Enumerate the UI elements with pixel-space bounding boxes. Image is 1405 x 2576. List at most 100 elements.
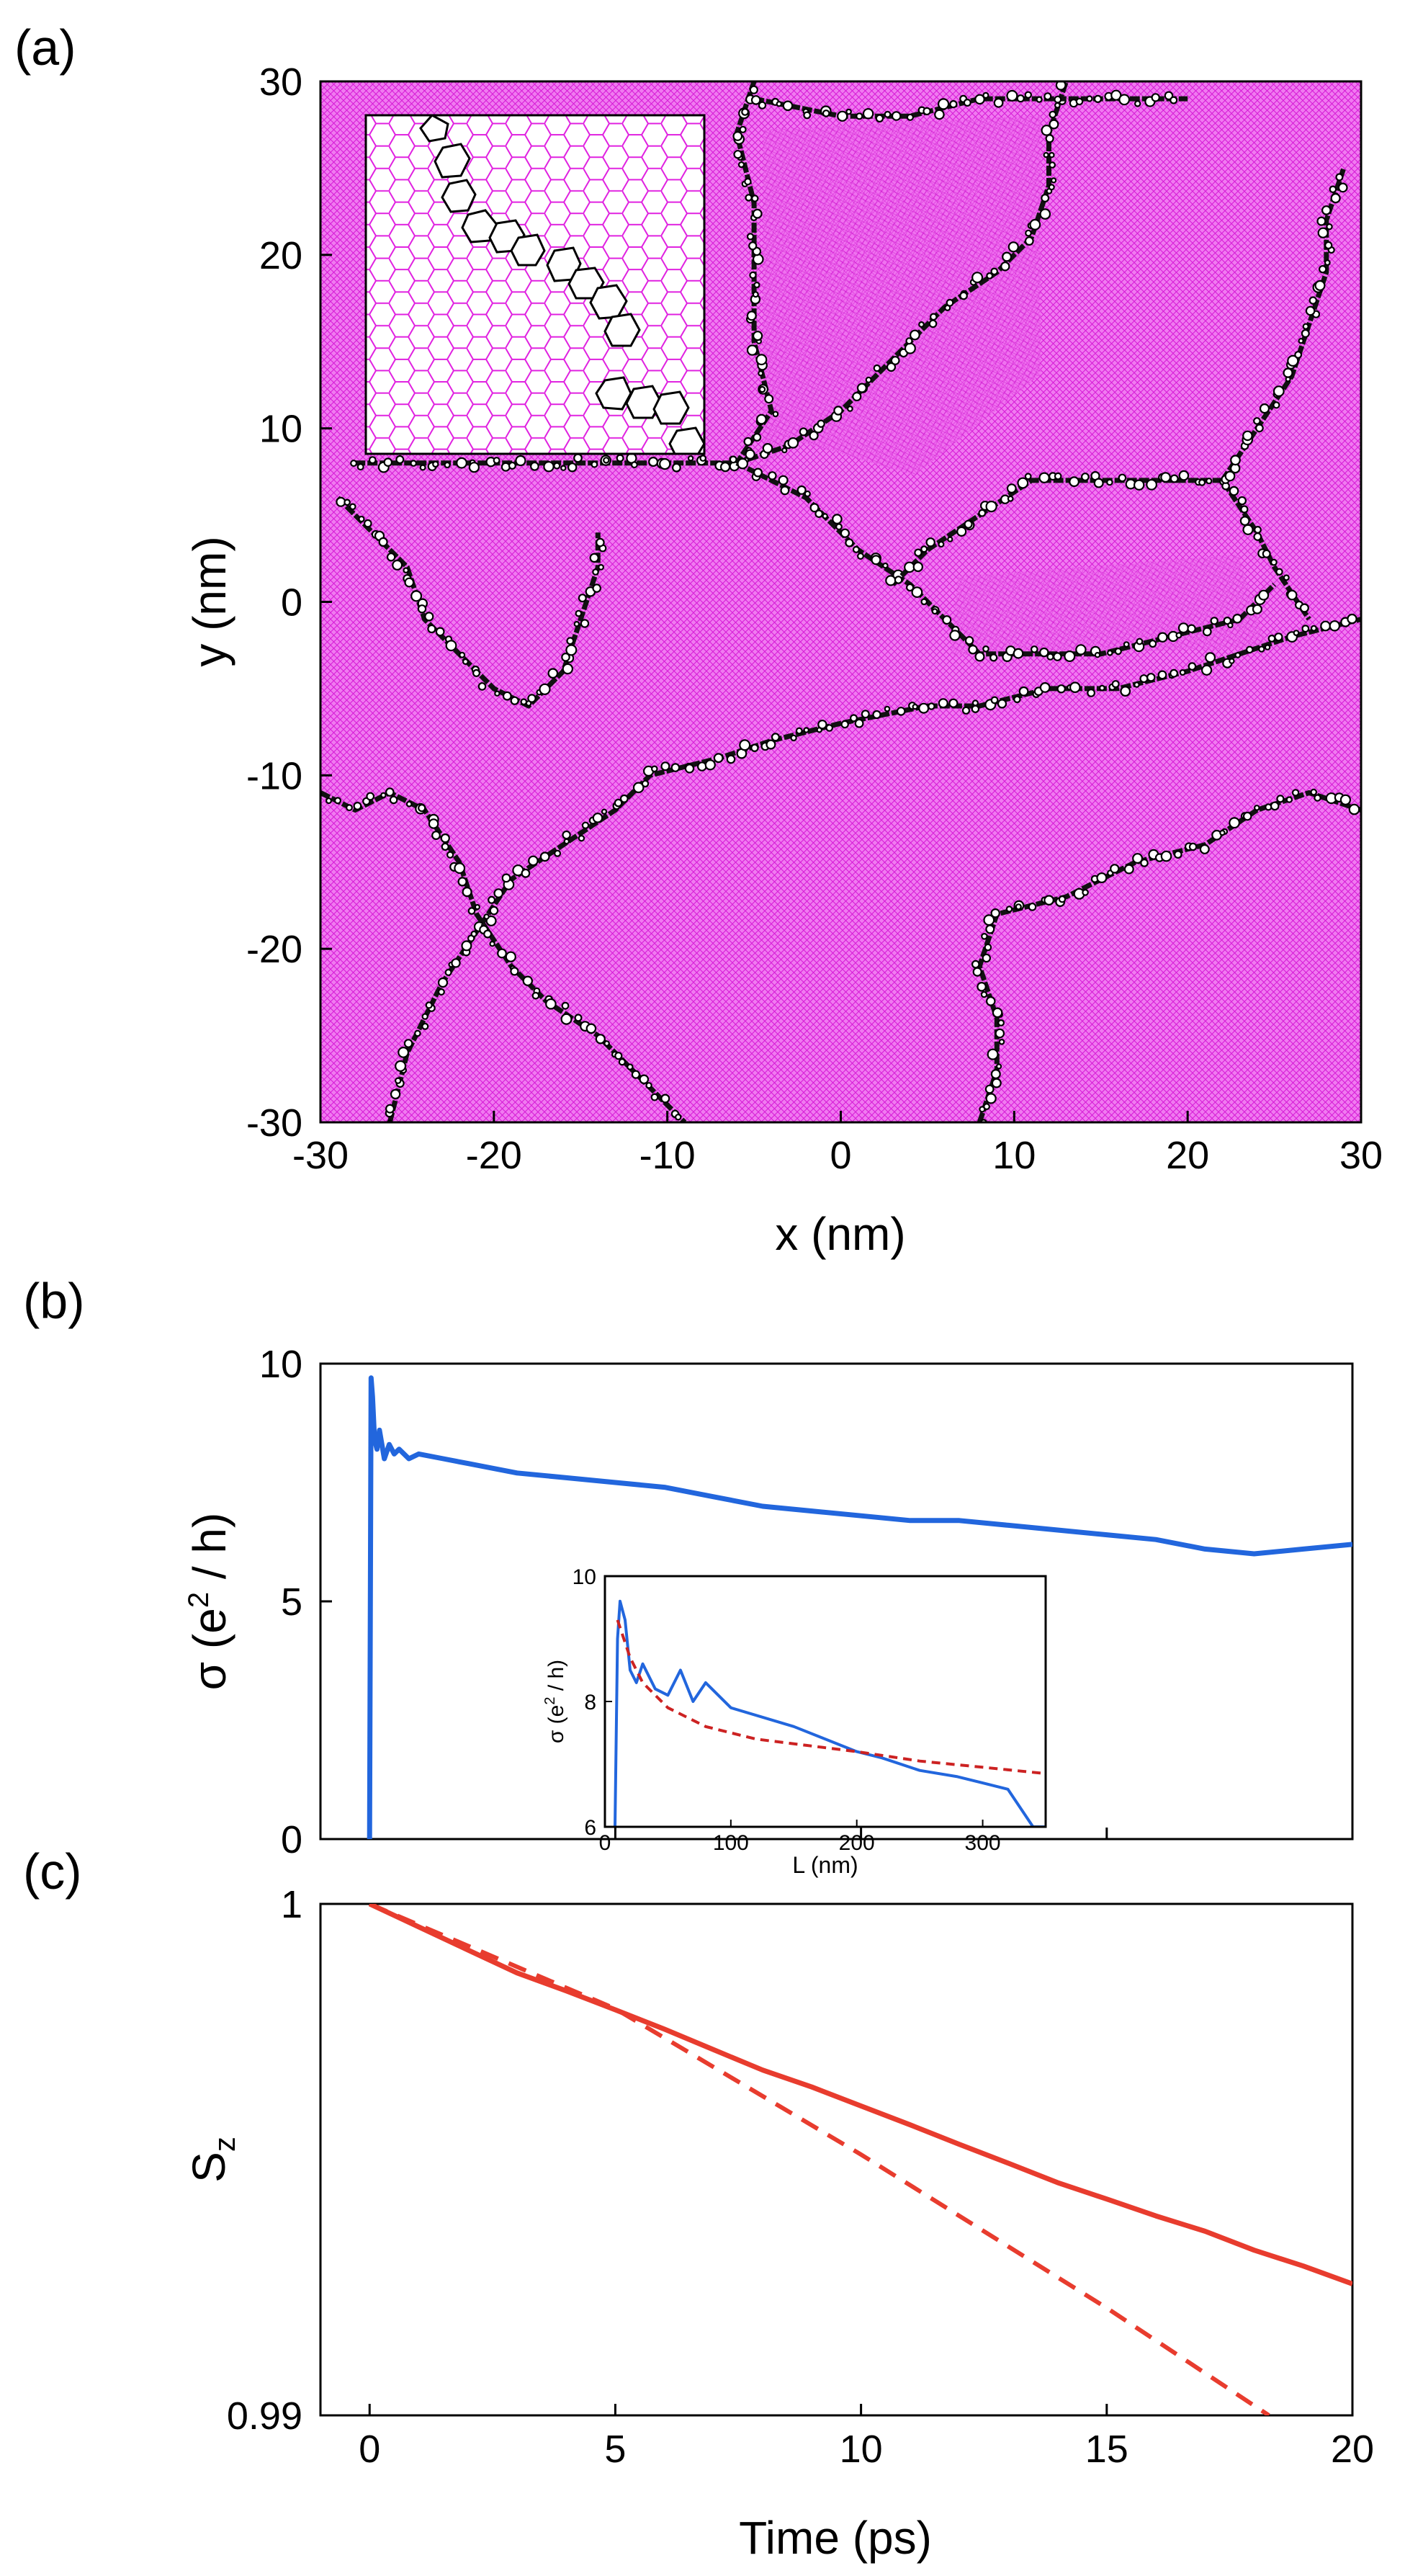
inset-x-tick-label: 100 [713,1831,749,1855]
defect-atom-cluster [696,761,707,772]
inset-y-label-sup: 2 [542,1697,558,1705]
defect-atom-cluster [1240,505,1249,514]
defect-atom-cluster [641,779,650,788]
defect-atom-cluster [732,131,743,141]
defect-atom-cluster [508,461,516,470]
defect-atom-cluster [356,463,364,471]
defect-atom-cluster [1016,94,1025,103]
sz-x-tick-label: 10 [840,2428,883,2471]
defect-atom-cluster [1049,151,1055,158]
defect-atom-cluster [1149,640,1157,648]
defect-atom-cluster [992,1007,1003,1019]
defect-atom-cluster [1230,455,1241,466]
defect-atom-cluster [1082,889,1089,896]
defect-atom-cluster [729,455,737,464]
defect-atom-cluster [737,457,748,470]
defect-atom-cluster [796,485,807,495]
defect-atom-cluster [937,98,950,110]
defect-atom-cluster [1276,795,1285,803]
defect-atom-cluster [521,868,531,878]
defect-atom-cluster [437,977,449,988]
defect-atom-cluster [595,1034,606,1045]
defect-atom-cluster [1348,803,1360,815]
defect-atom-cluster [1039,208,1051,220]
defect-atom-cluster [856,112,863,120]
defect-atom-cluster [871,555,881,565]
defect-atom-cluster [1013,695,1021,704]
defect-atom-cluster [1029,218,1041,231]
grain-boundary-gb-1 [387,617,1361,1122]
defect-atom-cluster [990,267,998,276]
defect-atom-cluster [835,523,843,531]
defect-atom-cluster [934,109,945,120]
defect-atom-cluster [405,800,413,808]
defect-atom-cluster [1048,184,1055,191]
defect-atom-cluster [670,763,681,772]
defect-atom-cluster [776,101,783,107]
defect-atom-cluster [1254,805,1260,811]
defect-atom-cluster [1170,96,1178,104]
defect-atom-cluster [873,364,881,372]
defect-ring [625,385,663,419]
defect-atom-cluster [440,833,450,844]
defect-atom-cluster [1270,558,1278,566]
defect-atom-cluster [1321,205,1332,215]
defect-atom-cluster [424,612,434,622]
sz-fit-line [369,1904,1270,2415]
defect-atom-cluster [980,990,988,998]
defect-atom-cluster [750,743,759,753]
defect-atom-cluster [1326,223,1333,231]
defect-atom-cluster [1054,472,1062,480]
defect-atom-cluster [840,720,849,729]
defect-atom-cluster [472,668,480,677]
defect-atom-cluster [882,562,889,569]
defect-atom-cluster [1324,241,1333,250]
defect-atom-cluster [1229,658,1235,664]
defect-atom-cluster [1098,684,1105,692]
defect-atom-cluster [1237,496,1247,506]
defect-atom-cluster [984,943,992,952]
defect-atom-cluster [603,1040,610,1047]
sigma-y-tick-label: 0 [281,1818,302,1861]
defect-atom-cluster [687,455,694,462]
inset-y-label-main: σ (e [544,1705,568,1744]
defect-atom-cluster [928,702,935,710]
defect-atom-cluster [948,698,959,708]
defect-atom-cluster [961,706,971,715]
defect-atom-cluster [918,702,930,714]
grain-boundary-gb-10 [336,496,601,709]
defect-atom-cluster [1146,673,1156,682]
defect-atom-cluster [814,509,823,518]
defect-atom-cluster [726,754,736,764]
defect-atom-cluster [896,707,906,716]
defect-atom-cluster [795,727,803,735]
inset-x-tick-label: 200 [839,1831,875,1855]
defect-atom-cluster [619,794,629,803]
defect-atom-cluster [845,108,852,115]
defect-atom-cluster [1283,367,1293,378]
defect-atom-cluster [1309,296,1318,305]
defect-atom-cluster [928,319,938,328]
map-x-tick-label: 20 [1166,1134,1209,1177]
sigma-y-label-tail: / h) [184,1513,235,1592]
defect-atom-cluster [733,150,742,159]
defect-atom-cluster [467,907,476,915]
defect-atom-cluster [905,337,913,345]
defect-atom-cluster [971,272,984,284]
inset-x-tick-label: 0 [599,1831,611,1855]
defect-atom-cluster [964,636,974,645]
defect-atom-cluster [1318,265,1327,274]
defect-atom-cluster [852,545,860,553]
defect-ring [434,143,471,179]
defect-atom-cluster [1041,125,1053,136]
defect-atom-cluster [1069,476,1079,488]
sigma-y-label: σ (e2 / h) [183,1513,235,1691]
defect-atom-cluster [432,460,439,468]
defect-atom-cluster [891,111,902,121]
defect-atom-cluster [1053,652,1062,661]
defect-atom-cluster [745,449,755,460]
defect-atom-cluster [1264,644,1271,650]
inset-fit-line [616,1619,1046,1776]
defect-atom-cluster [639,1074,650,1085]
defect-atom-cluster [421,1022,429,1030]
